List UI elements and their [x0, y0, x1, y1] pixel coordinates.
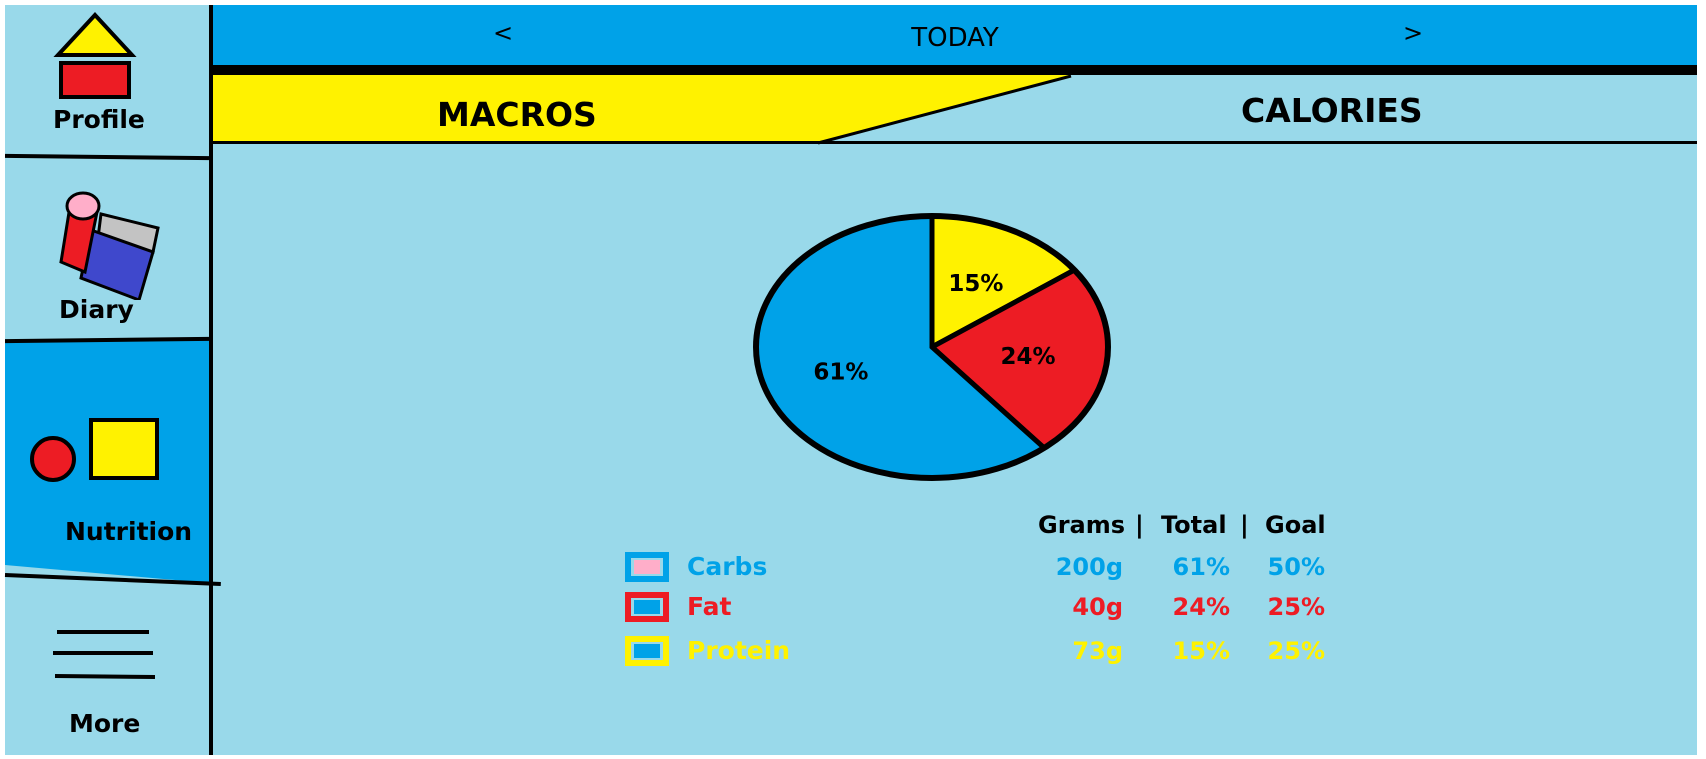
shapes-icon: [30, 418, 159, 482]
macros-pie-chart: 15% 24% 61%: [753, 213, 1111, 481]
pie-slice-label: 61%: [813, 359, 868, 385]
tab-calories[interactable]: CALORIES: [1241, 91, 1423, 130]
pie-slice-label: 24%: [1001, 344, 1056, 370]
goal-cell: 50%: [1267, 553, 1325, 581]
date-title: TODAY: [911, 23, 999, 53]
sidebar: Profile Diary Nutrition: [4, 5, 221, 755]
column-separator: |: [1240, 511, 1249, 539]
tab-macros-background: [213, 75, 1072, 145]
total-cell: 15%: [1172, 637, 1230, 665]
sidebar-item-label: More: [69, 709, 141, 738]
sidebar-item-label: Nutrition: [65, 517, 193, 546]
pie-outline: [753, 213, 1111, 481]
sidebar-item-profile[interactable]: Profile: [5, 5, 209, 155]
grams-cell: 73g: [1072, 637, 1123, 665]
sidebar-item-label: Profile: [53, 105, 145, 134]
sidebar-item-nutrition[interactable]: Nutrition: [5, 345, 209, 575]
legend-swatch: [625, 552, 669, 582]
legend-swatch: [625, 636, 669, 666]
house-icon: [53, 12, 137, 99]
goal-cell: 25%: [1267, 637, 1325, 665]
sidebar-item-diary[interactable]: Diary: [5, 160, 209, 340]
column-header-goal: Goal: [1265, 511, 1326, 539]
hamburger-menu-icon: [53, 630, 156, 679]
prev-day-button[interactable]: <: [493, 19, 514, 47]
header-divider: [213, 65, 1697, 75]
column-separator: |: [1135, 511, 1144, 539]
legend-label: Protein: [687, 636, 791, 665]
column-header-total: Total: [1161, 511, 1227, 539]
goal-cell: 25%: [1267, 593, 1325, 621]
app-window: Profile Diary Nutrition: [4, 5, 1697, 755]
diary-icon: [59, 191, 160, 300]
column-header-grams: Grams: [1038, 511, 1126, 539]
sidebar-item-label: Diary: [59, 295, 134, 324]
legend-label: Carbs: [687, 552, 768, 581]
tab-divider: [213, 141, 1697, 144]
grams-cell: 200g: [1055, 553, 1123, 581]
total-cell: 24%: [1172, 593, 1230, 621]
legend-swatch: [625, 592, 669, 622]
total-cell: 61%: [1172, 553, 1230, 581]
sidebar-item-more[interactable]: More: [5, 590, 209, 755]
legend-label: Fat: [687, 592, 732, 621]
grams-cell: 40g: [1072, 593, 1123, 621]
date-header: < TODAY >: [213, 5, 1697, 65]
pie-slice-label: 15%: [948, 271, 1003, 297]
tab-macros[interactable]: MACROS: [437, 95, 597, 134]
next-day-button[interactable]: >: [1403, 19, 1424, 47]
